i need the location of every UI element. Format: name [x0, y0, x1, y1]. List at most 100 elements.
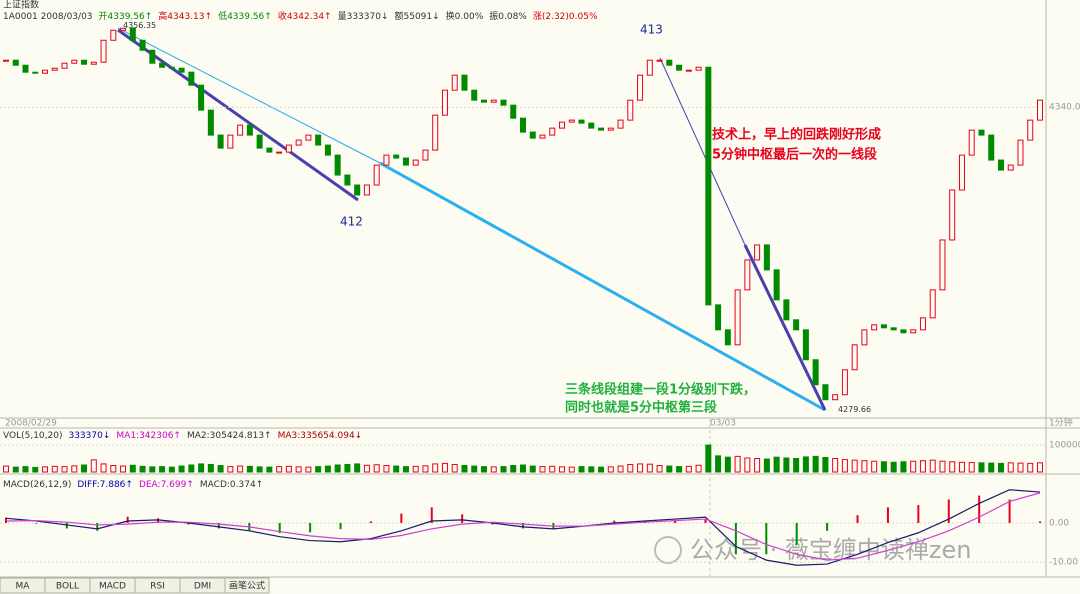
candle — [763, 244, 770, 271]
candle — [432, 114, 439, 151]
volume-bar — [188, 464, 195, 473]
candle — [81, 59, 88, 65]
watermark-icon — [654, 536, 682, 564]
volume-bar — [695, 464, 702, 473]
annotation: 同时也就是5分中枢第三段 — [565, 400, 717, 416]
candle — [783, 299, 790, 321]
legend-item: VOL(5,10,20) — [3, 431, 62, 441]
volume-bar — [71, 465, 78, 473]
candle — [139, 39, 146, 51]
volume-bar — [354, 463, 361, 473]
volume-bar — [559, 466, 566, 473]
volume-bar — [207, 463, 214, 473]
volume-bar — [510, 465, 517, 473]
volume-bar — [500, 466, 507, 473]
x-label: 2008/02/29 — [5, 419, 57, 429]
candle — [217, 134, 224, 149]
volume-bar — [315, 466, 322, 473]
legend-item: 1A0001 2008/03/03 — [3, 12, 93, 22]
volume-bar — [617, 465, 624, 473]
volume-bar — [529, 465, 536, 473]
candle — [578, 119, 585, 124]
candle — [607, 127, 614, 131]
candle — [734, 289, 741, 346]
volume-bar — [802, 456, 809, 473]
candle — [490, 99, 497, 103]
volume-bar — [461, 465, 468, 473]
candle — [646, 59, 653, 76]
candle — [539, 134, 546, 139]
candle — [744, 259, 751, 291]
candle — [617, 119, 624, 129]
candle — [939, 239, 946, 291]
tab-label[interactable]: MACD — [99, 582, 126, 592]
volume-bar — [949, 461, 956, 473]
candle — [656, 59, 663, 62]
volume-bar — [412, 465, 419, 473]
candle — [393, 154, 400, 159]
volume-bar — [237, 465, 244, 473]
candle — [676, 64, 683, 71]
candle — [871, 324, 878, 331]
candle — [441, 89, 448, 116]
candle — [900, 329, 907, 334]
candle — [198, 84, 205, 111]
extreme-label: 4356.35 — [123, 21, 156, 30]
volume-bar — [939, 460, 946, 473]
legend-item: 涨(2.32)0.05% — [533, 11, 598, 22]
volume-bar — [422, 465, 429, 473]
volume-bar — [900, 461, 907, 473]
candle — [988, 134, 995, 161]
volume-bar — [12, 466, 19, 473]
candle — [61, 62, 68, 69]
volume-bar — [451, 463, 458, 473]
volume-bar — [480, 466, 487, 473]
volume-bar — [198, 463, 205, 473]
tab-label[interactable]: 画笔公式 — [229, 580, 265, 592]
volume-bar — [676, 466, 683, 473]
trend-line — [117, 28, 359, 202]
candle — [793, 319, 800, 331]
candle — [42, 69, 49, 74]
tab-label[interactable]: RSI — [150, 582, 165, 592]
volume-bar — [256, 466, 263, 473]
candle — [129, 27, 136, 41]
trend-line — [379, 161, 826, 412]
volume-bar — [890, 461, 897, 473]
volume-bar — [988, 462, 995, 473]
volume-bar — [344, 463, 351, 473]
candle — [412, 159, 419, 166]
volume-bar — [978, 462, 985, 473]
candle — [510, 104, 517, 119]
volume-bar — [841, 459, 848, 473]
volume-bar — [3, 465, 9, 473]
volume-bar — [402, 466, 409, 473]
candle — [520, 117, 526, 133]
candle — [910, 329, 917, 334]
y-tick-label: -10.00 — [1049, 558, 1078, 568]
volume-bar — [227, 466, 234, 473]
candle — [344, 174, 351, 186]
tab[interactable] — [224, 577, 270, 594]
volume-bar — [149, 466, 156, 473]
volume-bar — [880, 461, 887, 473]
candle — [22, 64, 29, 73]
volume-bar — [598, 466, 605, 473]
candle — [822, 384, 829, 401]
legend-item: 高4343.13↑ — [158, 10, 212, 22]
annotation: 三条线段组建一段1分级别下跌， — [565, 382, 756, 398]
candle — [354, 184, 361, 196]
candle — [666, 59, 673, 66]
extreme-label: 4279.66 — [838, 405, 871, 414]
y-tick-label: 4340.00 — [1049, 103, 1080, 113]
candle — [159, 62, 166, 68]
volume-bar — [383, 465, 390, 473]
volume-bar — [958, 461, 965, 473]
candle — [373, 164, 380, 186]
candle — [500, 99, 507, 106]
tab-label[interactable]: MA — [16, 582, 31, 592]
volume-bar — [51, 465, 58, 473]
candle — [958, 154, 965, 191]
tab-label[interactable]: BOLL — [56, 582, 79, 592]
tab-label[interactable]: DMI — [194, 582, 211, 592]
